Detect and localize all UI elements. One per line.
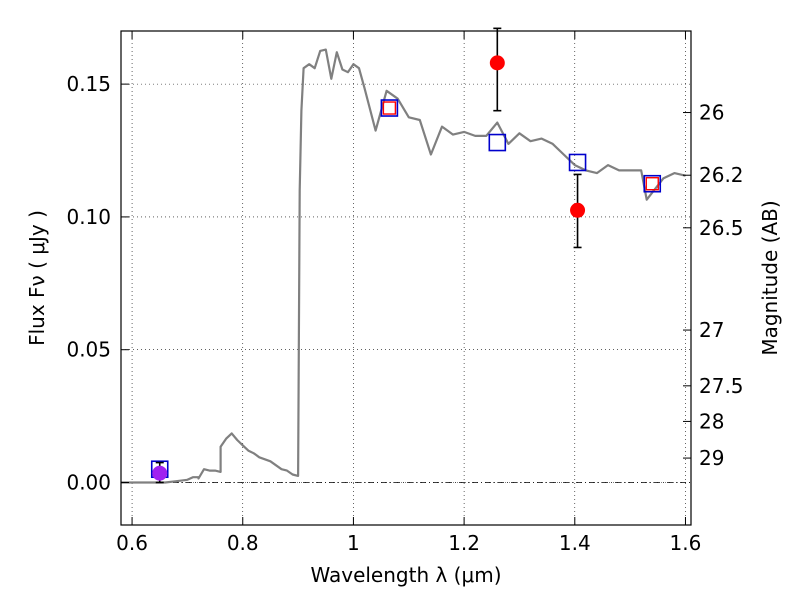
model-point-square-red xyxy=(382,101,397,115)
x-tick-label: 0.6 xyxy=(116,531,148,555)
right-tick-label: 27 xyxy=(699,318,724,342)
right-tick-label: 26 xyxy=(699,101,724,125)
tick-layer: 0.6 0.8 1 1.2 1.4 1.6 0.00 0.05 0.10 0.15 26 26.2 26… xyxy=(66,31,744,555)
y-tick-label: 0.10 xyxy=(66,205,111,229)
observed-point xyxy=(152,465,168,481)
right-tick-label: 29 xyxy=(699,446,724,470)
y-tick-label: 0.15 xyxy=(66,72,111,96)
model-point-square xyxy=(488,133,507,152)
right-tick-label: 27.5 xyxy=(699,374,744,398)
y-tick-label: 0.05 xyxy=(66,338,111,362)
x-tick-label: 0.8 xyxy=(227,531,259,555)
x-tick-label: 1.2 xyxy=(448,531,480,555)
plot-frame xyxy=(120,30,692,526)
right-tick-label: 28 xyxy=(699,409,724,433)
grid-layer xyxy=(121,31,691,525)
plot-background xyxy=(121,31,691,525)
x-tick-label: 1 xyxy=(347,531,360,555)
series-layer xyxy=(121,27,686,484)
y-tick-label: 0.00 xyxy=(66,471,111,495)
model-point-square xyxy=(380,99,399,117)
right-tick-label: 26.2 xyxy=(699,163,744,187)
observed-point xyxy=(489,55,505,71)
model-point-square xyxy=(643,174,662,193)
x-tick-label: 1.4 xyxy=(559,531,591,555)
right-tick-label: 26.5 xyxy=(699,216,744,240)
y-axis-label: Flux Fν ( μJy ) xyxy=(25,210,49,346)
y-axis-right-label: Magnitude (AB) xyxy=(758,200,782,355)
sed-line xyxy=(121,48,686,484)
observed-point xyxy=(570,202,586,218)
x-axis-label: Wavelength λ (μm) xyxy=(310,563,501,587)
model-point-square-red xyxy=(645,177,659,191)
x-tick-label: 1.6 xyxy=(670,531,702,555)
model-point-square xyxy=(568,153,587,172)
